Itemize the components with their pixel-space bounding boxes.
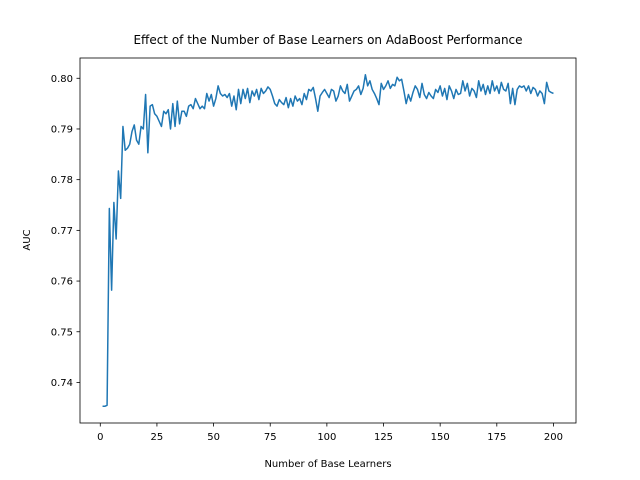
y-tick-label: 0.75: [51, 327, 73, 338]
x-axis-label: Number of Base Learners: [264, 459, 391, 470]
y-axis-label: AUC: [22, 229, 33, 250]
x-tick-label: 125: [374, 432, 393, 443]
x-tick-label: 150: [431, 432, 450, 443]
y-tick-label: 0.79: [51, 124, 73, 135]
y-tick-label: 0.80: [51, 74, 73, 85]
x-tick-label: 0: [97, 432, 103, 443]
chart-title: Effect of the Number of Base Learners on…: [133, 33, 522, 47]
y-tick-label: 0.76: [51, 277, 73, 288]
y-tick-label: 0.74: [51, 378, 73, 389]
y-tick-label: 0.77: [51, 226, 73, 237]
x-tick-label: 25: [151, 432, 164, 443]
x-tick-label: 175: [487, 432, 506, 443]
x-tick-label: 50: [207, 432, 220, 443]
plot-frame: [79, 57, 577, 424]
data-line: [102, 73, 554, 408]
x-tick-label: 75: [264, 432, 277, 443]
x-tick-label: 200: [544, 432, 563, 443]
x-tick-label: 100: [317, 432, 336, 443]
y-tick-label: 0.78: [51, 175, 73, 186]
